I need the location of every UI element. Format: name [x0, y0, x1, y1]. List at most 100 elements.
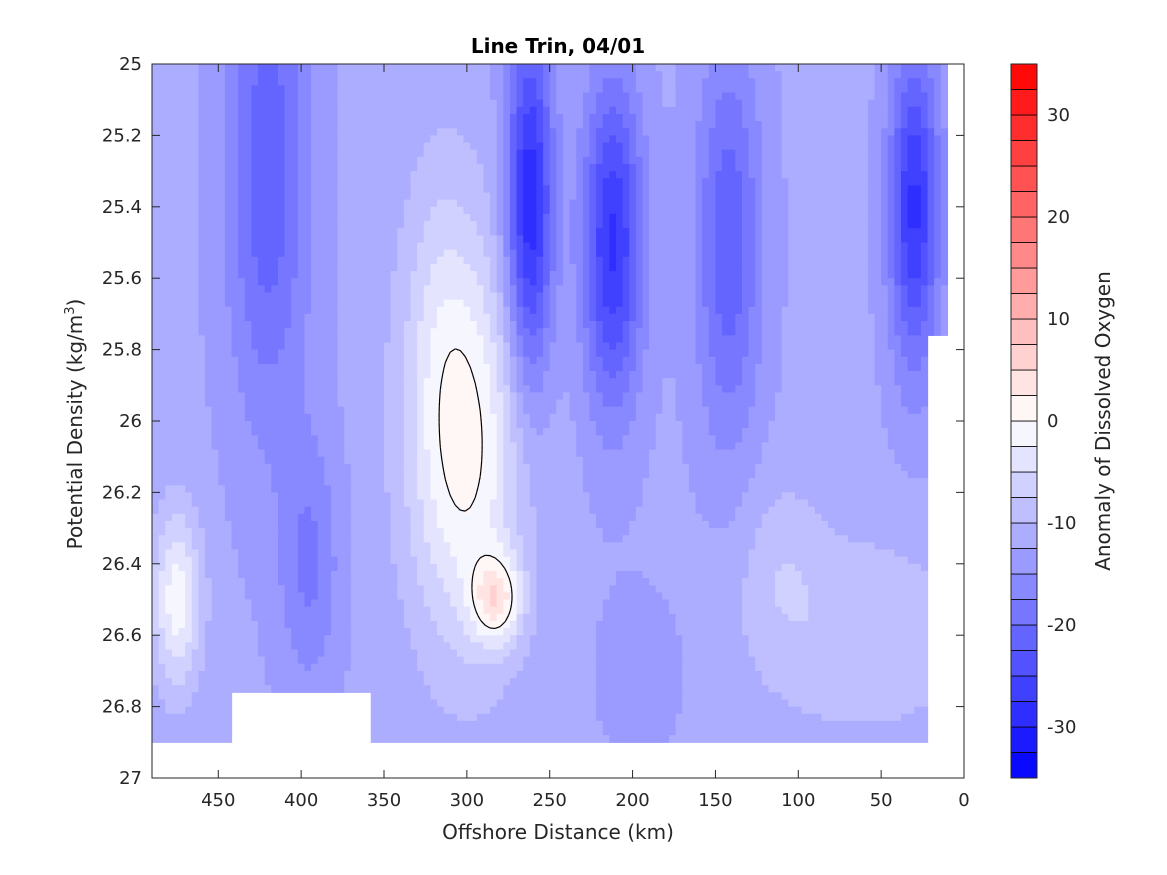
contour-cell [390, 321, 398, 329]
contour-cell [218, 99, 226, 108]
contour-cell [350, 221, 359, 229]
contour-cell [205, 435, 213, 444]
contour-cell [152, 549, 160, 558]
contour-cell [251, 142, 259, 151]
contour-cell [476, 235, 485, 244]
contour-cell [271, 192, 279, 201]
contour-cell [437, 556, 445, 565]
contour-cell [490, 599, 498, 608]
contour-cell [470, 470, 478, 479]
contour-cell [417, 620, 425, 629]
contour-cell [198, 392, 206, 401]
contour-cell [337, 520, 345, 529]
contour-cell [158, 99, 166, 108]
contour-cell [496, 185, 504, 194]
contour-cell [205, 163, 213, 172]
contour-cell [297, 321, 306, 329]
contour-cell [158, 485, 166, 493]
contour-cell [244, 428, 253, 436]
contour-cell [205, 642, 213, 651]
contour-cell [384, 78, 392, 87]
contour-cell [264, 113, 272, 122]
contour-cell [470, 592, 478, 601]
contour-cell [258, 392, 266, 401]
contour-cell [456, 635, 465, 643]
contour-cell [277, 499, 286, 508]
contour-cell [191, 285, 199, 294]
contour-cell [211, 663, 219, 672]
contour-cell [417, 478, 425, 486]
contour-cell [158, 478, 166, 486]
contour-cell [191, 378, 199, 386]
contour-cell [364, 92, 372, 101]
contour-cell [503, 535, 511, 543]
contour-cell [258, 585, 266, 593]
contour-cell [304, 349, 312, 358]
contour-cell [317, 513, 325, 522]
contour-cell [470, 349, 478, 358]
contour-cell [152, 256, 160, 265]
contour-cell [191, 156, 199, 165]
contour-cell [218, 185, 226, 194]
contour-cell [324, 249, 332, 258]
contour-cell [370, 406, 378, 415]
contour-cell [152, 599, 160, 608]
contour-cell [165, 506, 173, 515]
contour-cell [390, 442, 398, 451]
contour-cell [324, 206, 332, 215]
contour-cell [277, 392, 286, 401]
contour-cell [178, 142, 186, 151]
contour-cell [238, 628, 246, 636]
contour-cell [403, 649, 412, 658]
contour-cell [258, 113, 266, 122]
contour-cell [350, 549, 359, 558]
contour-cell [423, 356, 431, 365]
contour-cell [417, 542, 425, 551]
contour-cell [397, 313, 405, 322]
contour-cell [384, 456, 392, 465]
contour-cell [450, 735, 458, 743]
contour-cell [152, 278, 160, 286]
contour-cell [297, 306, 306, 315]
contour-cell [344, 592, 352, 601]
contour-cell [317, 656, 325, 665]
contour-cell [337, 163, 345, 172]
contour-cell [364, 113, 372, 122]
contour-cell [271, 506, 279, 515]
contour-cell [490, 692, 498, 701]
contour-cell [324, 442, 332, 451]
contour-cell [337, 78, 345, 87]
contour-cell [152, 499, 160, 508]
contour-cell [178, 106, 186, 115]
contour-cell [337, 242, 345, 251]
contour-cell [397, 85, 405, 94]
contour-cell [258, 442, 266, 451]
contour-cell [264, 92, 272, 101]
contour-cell [437, 292, 445, 301]
contour-cell [198, 178, 206, 186]
contour-cell [291, 278, 299, 286]
contour-cell [437, 206, 445, 215]
contour-cell [238, 656, 246, 665]
contour-cell [490, 513, 498, 522]
contour-cell [443, 449, 451, 458]
contour-cell [410, 499, 418, 508]
contour-cell [165, 406, 173, 415]
contour-cell [165, 213, 173, 222]
contour-cell [483, 278, 491, 286]
contour-cell [171, 556, 180, 565]
contour-cell [463, 399, 471, 408]
contour-cell [456, 442, 465, 451]
contour-cell [297, 163, 306, 172]
contour-cell [251, 478, 259, 486]
contour-cell [324, 156, 332, 165]
contour-cell [277, 78, 286, 87]
contour-cell [291, 342, 299, 351]
contour-cell [417, 349, 425, 358]
contour-cell [443, 592, 451, 601]
contour-cell [244, 513, 253, 522]
contour-cell [251, 278, 259, 286]
contour-cell [218, 349, 226, 358]
contour-cell [218, 299, 226, 308]
contour-cell [205, 499, 213, 508]
